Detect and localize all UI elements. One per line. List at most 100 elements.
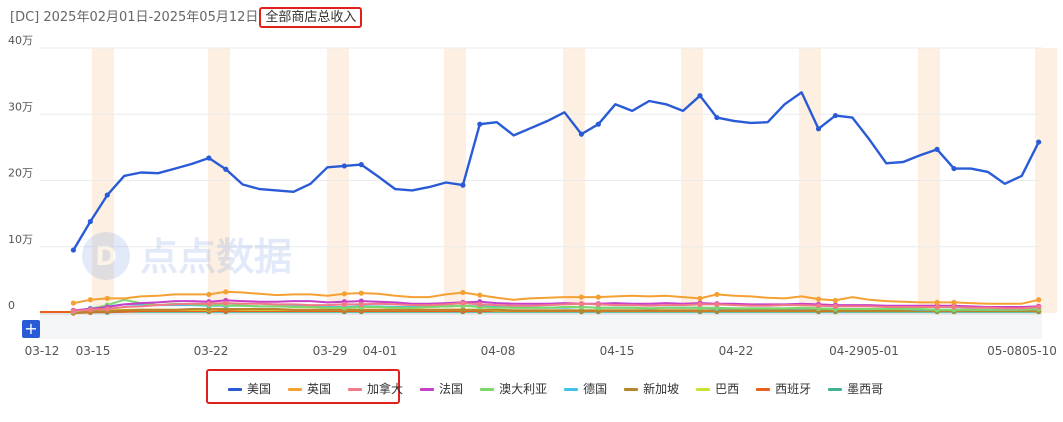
legend-swatch [564, 388, 579, 391]
data-point [951, 299, 957, 305]
data-point [87, 307, 93, 313]
legend-item[interactable]: 法国 [420, 380, 463, 397]
x-tick-label: 04-15 [600, 344, 635, 358]
data-point [206, 301, 212, 307]
data-point [595, 121, 601, 127]
data-point [815, 126, 822, 132]
data-point [70, 300, 76, 306]
series-line-英国 [73, 290, 1039, 305]
x-tick-label: 03-12 [25, 344, 60, 358]
legend-item[interactable]: 德国 [564, 380, 607, 397]
legend-label: 巴西 [715, 382, 740, 396]
data-point [1036, 139, 1042, 145]
legend-item[interactable]: 美国 [228, 380, 271, 397]
series-line-法国 [73, 299, 1039, 312]
legend-label: 新加坡 [643, 382, 680, 396]
y-tick-label: 30万 [8, 100, 33, 113]
legend-label: 美国 [247, 382, 272, 396]
data-point [815, 303, 822, 309]
data-point [477, 292, 483, 298]
legend-swatch [756, 388, 771, 391]
data-point [341, 301, 347, 307]
x-tick-label: 05-0805-10 [987, 344, 1057, 358]
series-markers [70, 93, 1042, 316]
y-tick-label: 20万 [8, 167, 33, 180]
chart-legend: 美国 英国 加拿大 法国 澳大利亚 德国 新加坡 巴西 西班牙 墨西哥 [228, 380, 900, 397]
x-axis-ticks: 03-12 03-15 03-22 03-29 04-01 04-08 04-15 04-22… [25, 344, 1057, 358]
data-point [460, 289, 466, 296]
data-point [87, 297, 93, 303]
x-tick-label: 04-01 [363, 344, 398, 358]
legend-label: 墨西哥 [847, 382, 884, 396]
data-point [460, 300, 466, 306]
x-tick-label: 04-22 [719, 344, 754, 358]
data-point [477, 301, 483, 307]
data-point [1036, 297, 1042, 303]
data-point [934, 299, 940, 305]
y-tick-label: 10万 [8, 233, 33, 246]
legend-label: 澳大利亚 [499, 382, 548, 396]
data-point [460, 307, 466, 313]
data-point [358, 162, 364, 168]
legend-item[interactable]: 新加坡 [624, 380, 679, 397]
navigator-background [40, 314, 1042, 339]
legend-swatch [348, 388, 363, 391]
legend-item[interactable]: 墨西哥 [828, 380, 883, 397]
legend-swatch [480, 388, 495, 391]
legend-label: 德国 [583, 382, 608, 396]
series-line-美国 [72, 91, 1040, 251]
data-point [697, 93, 703, 99]
svg-text:D: D [95, 242, 117, 272]
legend-swatch [696, 388, 711, 391]
data-point [358, 301, 364, 307]
data-point [578, 301, 585, 307]
data-point [206, 291, 212, 298]
chart-title: [DC] 2025年02月01日-2025年05月12日 [10, 10, 259, 25]
series-line-澳大利亚 [73, 298, 1039, 313]
data-point [934, 304, 940, 310]
legend-label: 加拿大 [367, 382, 404, 396]
data-point [460, 182, 466, 188]
data-point [223, 166, 229, 172]
x-tick-label: 03-15 [76, 344, 111, 358]
x-tick-label: 03-29 [313, 344, 348, 358]
data-point [697, 295, 703, 302]
data-point [477, 121, 483, 127]
legend-swatch [420, 388, 435, 391]
data-point [832, 303, 839, 309]
legend-highlight-box [206, 369, 400, 404]
series-line-新加坡 [73, 308, 1039, 314]
legend-item[interactable]: 英国 [288, 380, 331, 397]
watermark-logo: D 点点数据 [78, 226, 328, 286]
y-tick-label: 40万 [8, 34, 33, 47]
data-point [1036, 304, 1042, 310]
data-point [70, 308, 76, 314]
range-navigator [40, 313, 1042, 339]
series-line-加拿大 [73, 302, 1039, 312]
data-point [578, 131, 585, 137]
data-point [87, 218, 93, 225]
y-tick-label: 0 [8, 299, 15, 312]
data-point [104, 306, 110, 312]
x-tick-label: 03-22 [194, 344, 229, 358]
legend-label: 西班牙 [775, 382, 812, 396]
data-point [223, 289, 229, 295]
data-point [595, 294, 601, 300]
plus-icon[interactable]: + [22, 320, 40, 338]
legend-item[interactable]: 巴西 [696, 380, 739, 397]
legend-item[interactable]: 西班牙 [756, 380, 811, 397]
legend-swatch [228, 388, 242, 391]
legend-item[interactable]: 澳大利亚 [480, 380, 547, 397]
series-lines [40, 91, 1040, 314]
data-point [714, 301, 720, 307]
data-point [341, 291, 347, 297]
legend-item[interactable]: 加拿大 [348, 380, 403, 397]
data-point [341, 163, 347, 169]
data-point [832, 112, 839, 119]
data-point [951, 165, 957, 172]
legend-label: 英国 [307, 382, 332, 396]
metric-selector[interactable]: 全部商店总收入 [259, 7, 363, 28]
data-point [714, 291, 720, 298]
data-point [223, 300, 229, 306]
